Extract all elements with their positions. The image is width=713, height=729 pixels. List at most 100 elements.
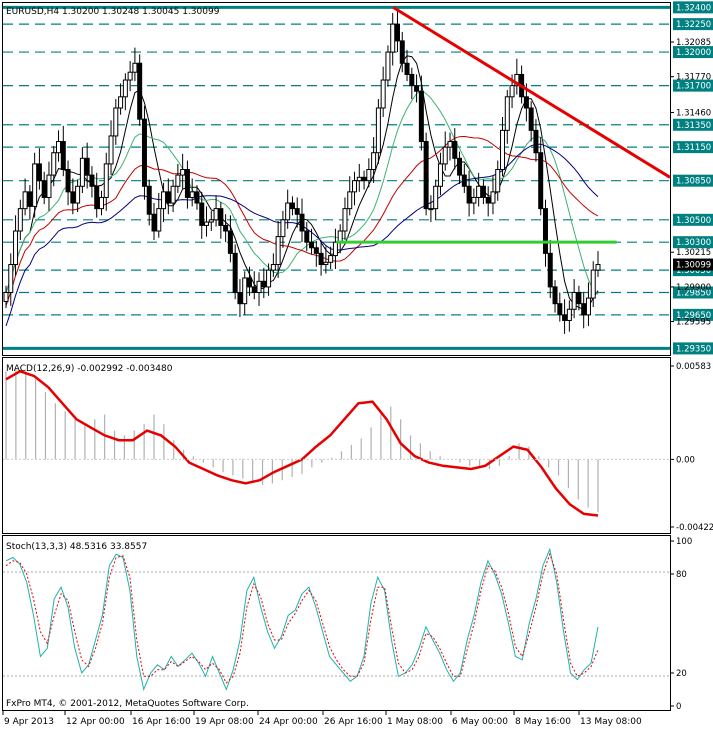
candle-bull <box>514 73 520 87</box>
price-level-label: 1.29650 <box>676 311 711 321</box>
candle-bull <box>108 135 114 165</box>
candle-bull <box>46 174 52 198</box>
candle-bull <box>509 85 515 98</box>
macd-panel-frame <box>2 357 671 534</box>
candle-bull <box>204 221 210 226</box>
candle-bull <box>270 264 276 271</box>
candle-bull <box>585 297 591 316</box>
stoch-d-line <box>5 552 599 684</box>
candle-bull <box>132 62 138 73</box>
candle-bull <box>98 196 104 210</box>
time-label: 9 Apr 2013 <box>4 717 54 727</box>
candle-bull <box>242 277 248 305</box>
horizontal-levels <box>3 5 670 350</box>
candle-bull <box>266 269 272 288</box>
candle-bull <box>79 157 85 187</box>
price-tick-label: 1.30215 <box>676 248 711 258</box>
candle-bear <box>146 185 152 215</box>
candle-bull <box>571 291 577 310</box>
price-level-label: 1.31150 <box>676 143 711 153</box>
candle-bear <box>409 73 415 87</box>
price-level-tag <box>673 174 713 187</box>
candle-bull <box>17 208 23 232</box>
current-price-tag <box>673 258 713 271</box>
price-tick-label: 1.32085 <box>676 38 711 48</box>
candle-bear <box>313 247 319 254</box>
time-label: 19 Apr 08:00 <box>195 717 254 727</box>
stoch-axis-labels: 100 80 20 0 <box>670 537 692 712</box>
price-level-label: 1.32400 <box>676 3 711 13</box>
candle-bull <box>13 230 19 266</box>
candle-bear <box>227 230 233 254</box>
price-level-tag <box>673 308 713 321</box>
price-level-label: 1.31350 <box>676 121 711 131</box>
candle-bull <box>56 141 62 154</box>
macd-title: MACD(12,26,9) -0.002992 -0.003480 <box>6 364 173 374</box>
candle-bear <box>194 191 200 204</box>
candle-bull <box>471 196 477 204</box>
macd-axis-labels: 0.00583 0.00 -0.004226 <box>3 362 713 533</box>
time-label: 8 May 16:00 <box>515 717 571 727</box>
time-label: 24 Apr 00:00 <box>259 717 318 727</box>
candle-bull <box>170 185 176 204</box>
candle-bear <box>542 208 548 254</box>
candle-bull <box>22 191 28 210</box>
time-axis-labels: 9 Apr 2013 12 Apr 00:00 16 Apr 16:00 19 Apr… <box>2 711 642 727</box>
candle-bear <box>309 241 315 249</box>
candle-bear <box>36 163 42 182</box>
price-tick-label: 1.29900 <box>676 283 711 293</box>
candle-bull <box>375 107 381 154</box>
time-label: 26 Apr 16:00 <box>324 717 383 727</box>
price-tick-label: 1.29595 <box>676 318 711 328</box>
candle-bear <box>65 168 71 193</box>
candle-bear <box>552 286 558 305</box>
candle-bear <box>60 141 66 170</box>
candle-bear <box>299 213 305 232</box>
price-level-label: 1.32000 <box>676 48 711 58</box>
stoch-tick-label: 20 <box>676 669 687 679</box>
candle-bull <box>390 23 396 53</box>
candle-bull <box>113 107 119 137</box>
candle-bear <box>141 118 147 187</box>
candle-bull <box>189 191 195 198</box>
candle-bull <box>332 241 338 257</box>
candle-bear <box>304 230 310 243</box>
candle-bear <box>538 152 544 210</box>
price-tick-label: 1.31770 <box>676 73 711 83</box>
main-panel-frame <box>2 2 671 356</box>
macd-histogram <box>5 369 599 513</box>
stoch-tick-label: 100 <box>676 537 692 547</box>
candle-bear <box>184 168 190 198</box>
candle-bear <box>452 141 458 159</box>
price-level-tag <box>673 342 713 355</box>
candle-bear <box>485 196 491 204</box>
candle-bear <box>414 85 420 92</box>
candle-bull <box>75 185 81 204</box>
candle-bull <box>495 168 501 193</box>
candle-bull <box>8 264 14 293</box>
candle-bear <box>557 303 563 316</box>
price-level-tag <box>673 46 713 59</box>
copyright: FxPro MT4, © 2001-2012, MetaQuotes Softw… <box>6 699 249 709</box>
candle-bull <box>213 208 219 221</box>
candle-bear <box>223 224 229 232</box>
candle-bear <box>457 157 463 176</box>
trend-line[interactable] <box>392 6 671 179</box>
candle-bear <box>576 291 582 305</box>
time-label: 13 May 08:00 <box>580 717 642 727</box>
candle-bull <box>127 71 133 81</box>
candle-bull <box>208 219 214 223</box>
candle-bear <box>41 180 47 198</box>
candle-bear <box>137 62 143 120</box>
candle-bear <box>70 191 76 204</box>
candle-bear <box>199 202 205 226</box>
candle-bull <box>347 191 353 210</box>
current-price-label: 1.30099 <box>676 261 711 271</box>
candle-bull <box>490 191 496 204</box>
candle-bull <box>366 168 372 182</box>
candle-bear <box>461 174 467 187</box>
candle-bear <box>418 90 424 143</box>
candle-bull <box>566 308 572 321</box>
